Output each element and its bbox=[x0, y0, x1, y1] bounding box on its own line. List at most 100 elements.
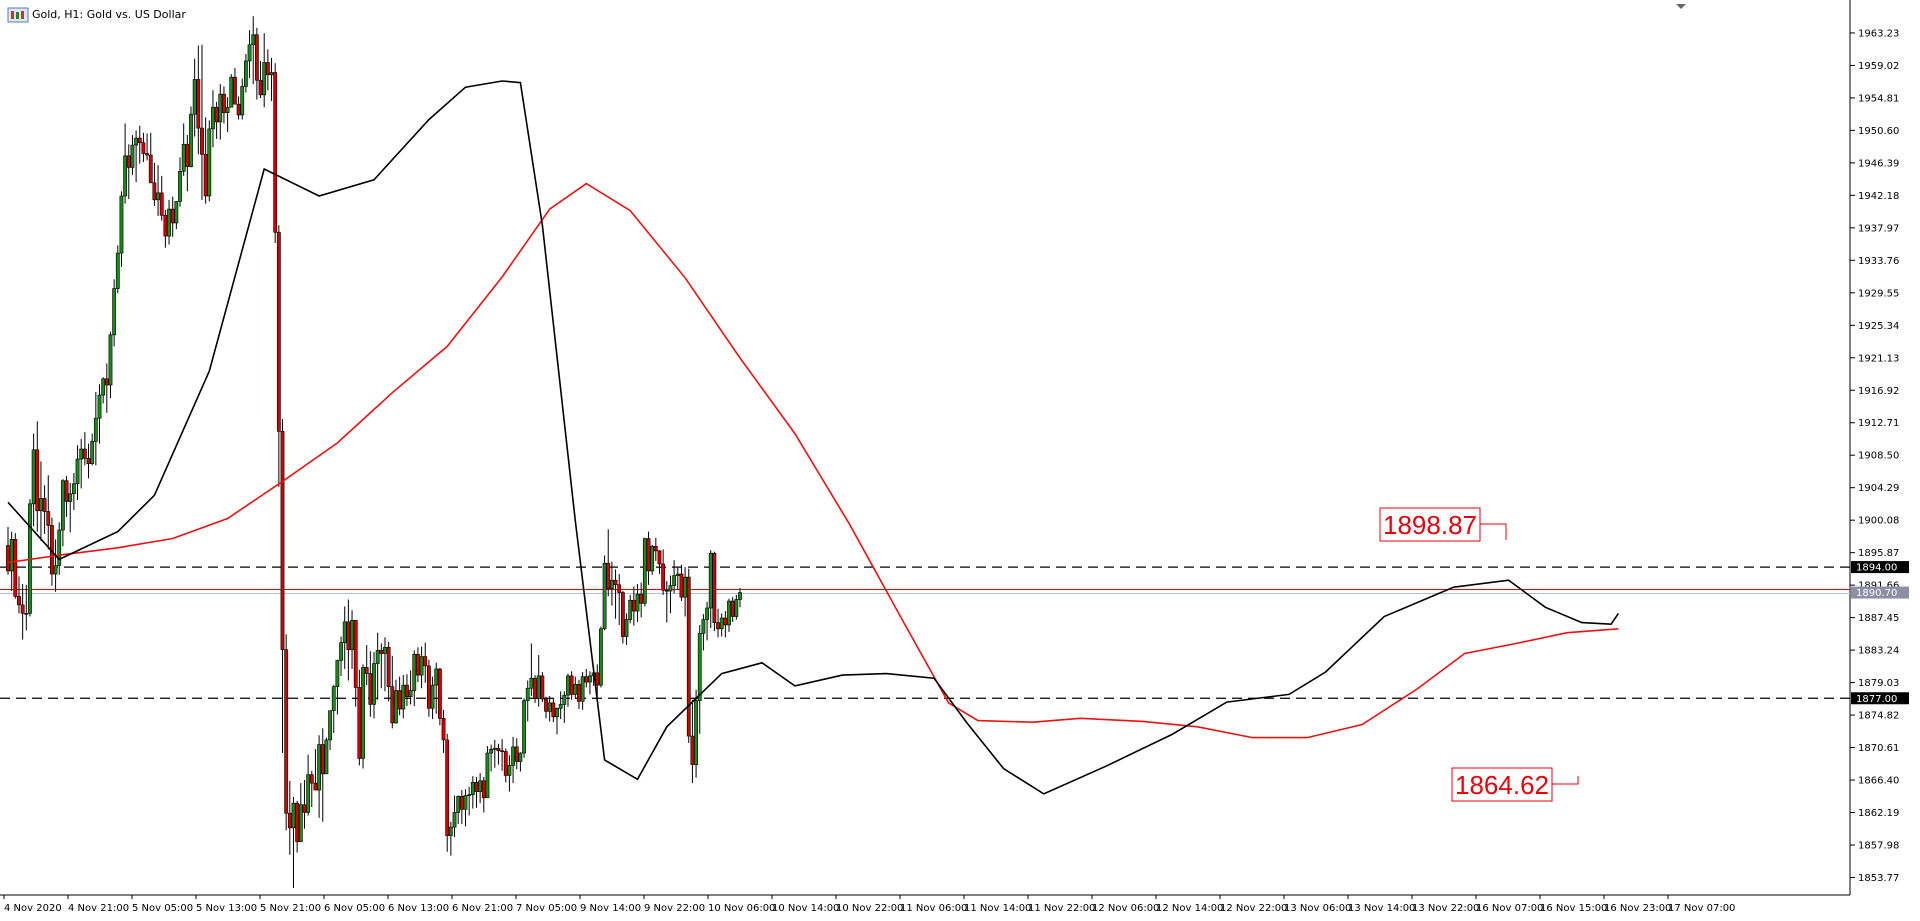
ma-slow-line bbox=[7, 182, 1619, 739]
x-tick-label: 9 Nov 14:00 bbox=[580, 903, 641, 914]
candle bbox=[474, 776, 479, 808]
candle bbox=[478, 773, 483, 804]
candle bbox=[244, 54, 248, 93]
candle bbox=[738, 587, 742, 608]
x-tick-label: 12 Nov 14:00 bbox=[1156, 903, 1223, 914]
svg-text:1877.00: 1877.00 bbox=[1856, 694, 1897, 705]
candle bbox=[459, 790, 464, 825]
candle bbox=[79, 439, 84, 489]
candle bbox=[331, 685, 336, 733]
candle bbox=[218, 84, 223, 140]
candle bbox=[119, 191, 124, 267]
y-tick-label: 1954.81 bbox=[1858, 93, 1899, 104]
candle bbox=[372, 651, 376, 719]
price-axis: 1963.23 1959.02 1954.81 1950.60 1946.39 1942.… bbox=[1850, 28, 1899, 884]
x-tick-label: 16 Nov 15:00 bbox=[1540, 903, 1607, 914]
candle bbox=[657, 550, 662, 575]
candle bbox=[525, 680, 530, 722]
candle bbox=[174, 201, 179, 230]
callout-low-label: 1864.62 bbox=[1455, 770, 1549, 800]
chart-scroll-marker-icon[interactable] bbox=[1676, 4, 1686, 9]
candle bbox=[335, 659, 340, 715]
candle bbox=[507, 755, 512, 792]
candle bbox=[317, 735, 322, 818]
candle bbox=[686, 568, 691, 744]
candle bbox=[701, 614, 706, 651]
candle bbox=[82, 432, 87, 466]
candle bbox=[697, 624, 702, 734]
candle bbox=[675, 567, 680, 590]
candle bbox=[628, 594, 633, 624]
candle bbox=[708, 550, 713, 629]
candle bbox=[350, 610, 354, 669]
candle bbox=[661, 549, 666, 595]
candle bbox=[412, 650, 417, 706]
candle bbox=[452, 795, 457, 838]
candle bbox=[361, 664, 365, 769]
candle bbox=[71, 472, 76, 510]
x-tick-label: 11 Nov 22:00 bbox=[1028, 903, 1095, 914]
candle bbox=[236, 96, 241, 120]
candle bbox=[653, 537, 658, 561]
candle bbox=[522, 698, 526, 758]
candle bbox=[558, 691, 563, 720]
x-tick-label: 6 Nov 21:00 bbox=[452, 903, 513, 914]
candle bbox=[42, 485, 47, 534]
candle bbox=[368, 651, 373, 717]
candle bbox=[577, 679, 581, 710]
horizontal-lines[interactable] bbox=[0, 566, 1850, 699]
candle bbox=[375, 632, 380, 700]
svg-text:1894.00: 1894.00 bbox=[1856, 563, 1897, 574]
candle bbox=[258, 60, 263, 98]
candle bbox=[313, 749, 318, 791]
y-tick-label: 1866.40 bbox=[1858, 776, 1899, 787]
candle bbox=[492, 739, 497, 768]
y-tick-label: 1883.24 bbox=[1858, 646, 1899, 657]
line-price-tag: 1877.00 bbox=[1851, 692, 1909, 705]
candle bbox=[437, 668, 442, 726]
chart-title: Gold, H1: Gold vs. US Dollar bbox=[32, 8, 186, 21]
candle bbox=[156, 165, 160, 217]
x-tick-label: 6 Nov 05:00 bbox=[324, 903, 385, 914]
candle bbox=[448, 821, 453, 856]
candle bbox=[456, 795, 461, 825]
candle bbox=[639, 582, 644, 618]
candle bbox=[189, 106, 193, 168]
candle bbox=[364, 645, 369, 686]
candle bbox=[112, 279, 117, 347]
candle bbox=[434, 662, 439, 714]
candle bbox=[104, 363, 109, 413]
y-tick-label: 1857.98 bbox=[1858, 841, 1899, 852]
candle bbox=[134, 130, 139, 183]
candle bbox=[20, 584, 25, 640]
candle bbox=[357, 669, 362, 766]
candle bbox=[580, 672, 585, 710]
candle bbox=[170, 196, 175, 237]
y-tick-label: 1929.55 bbox=[1858, 288, 1899, 299]
y-tick-label: 1942.18 bbox=[1858, 191, 1899, 202]
candle bbox=[229, 74, 234, 108]
candle bbox=[390, 655, 395, 729]
candle bbox=[690, 699, 695, 784]
candle bbox=[379, 643, 384, 689]
candle bbox=[562, 691, 567, 723]
candle bbox=[145, 133, 149, 161]
candle bbox=[617, 574, 622, 625]
candle bbox=[148, 132, 153, 184]
candle bbox=[606, 529, 611, 597]
candle bbox=[251, 16, 256, 85]
candle bbox=[694, 689, 698, 778]
candle bbox=[284, 634, 289, 831]
x-tick-label: 4 Nov 21:00 bbox=[68, 903, 129, 914]
current-price-tag: 1890.70 bbox=[1851, 586, 1909, 599]
candle bbox=[68, 482, 73, 533]
candle bbox=[167, 199, 171, 245]
candle bbox=[222, 86, 226, 124]
candle bbox=[588, 671, 592, 695]
candle bbox=[60, 479, 65, 547]
x-tick-label: 16 Nov 07:00 bbox=[1476, 903, 1543, 914]
candle bbox=[6, 526, 10, 575]
candle bbox=[712, 551, 717, 632]
